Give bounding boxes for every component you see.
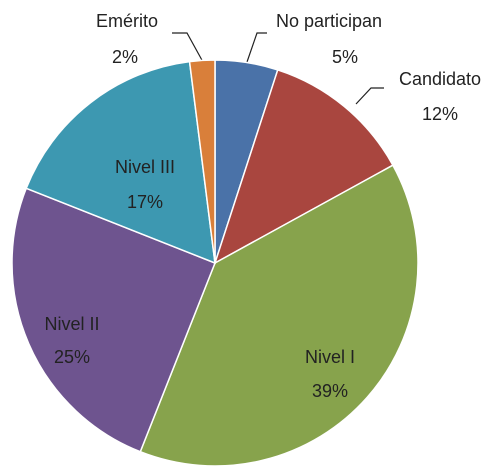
slice-value-label: 25% [54, 347, 90, 367]
slice-value-label: 17% [127, 192, 163, 212]
slice-label: No participan [276, 11, 382, 31]
leader-line [355, 87, 384, 105]
slice-value-label: 2% [112, 47, 138, 67]
pie-slice [188, 59, 216, 264]
slice-label: Emérito [96, 11, 158, 31]
leader-line [246, 32, 267, 63]
pie-slice [213, 68, 394, 265]
slice-label: Nivel III [115, 157, 175, 177]
slice-value-label: 5% [332, 47, 358, 67]
slice-label: Nivel II [44, 314, 99, 334]
leader-line [172, 32, 204, 63]
slice-label: Nivel I [305, 347, 355, 367]
slice-value-label: 12% [422, 104, 458, 124]
pie-slice [11, 187, 216, 453]
slice-label: Candidato [399, 69, 481, 89]
slice-value-label: 39% [312, 381, 348, 401]
pie-slice [25, 60, 216, 265]
